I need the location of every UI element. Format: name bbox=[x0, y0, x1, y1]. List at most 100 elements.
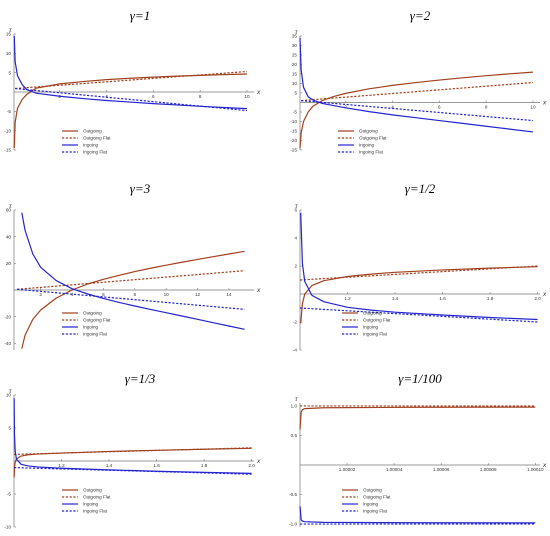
y-tick-label: -5 bbox=[293, 110, 298, 115]
x-tick-label: 12 bbox=[195, 292, 201, 297]
y-tick-label: -1.0 bbox=[289, 522, 297, 527]
legend: Outgoing Outgoing Flat Ingoing Ingoing Flat bbox=[342, 311, 391, 337]
x-tick-label: 4 bbox=[391, 105, 394, 110]
legend-label: Outgoing Flat bbox=[83, 318, 111, 323]
y-axis-label: τ bbox=[295, 203, 298, 210]
chart-panel-4: γ=1/21.2 1.4 1.6 1.8 2.0-4-2246xτOutgoingOut… bbox=[293, 181, 547, 353]
y-axis-label: τ bbox=[9, 388, 12, 395]
y-axis-label: τ bbox=[295, 396, 298, 403]
series-line-ingoing bbox=[299, 37, 534, 133]
x-tick-label: 8 bbox=[134, 292, 137, 297]
legend-label: Outgoing bbox=[359, 129, 378, 134]
series-line-outgoing-flat bbox=[15, 70, 248, 90]
series-line-ingoing bbox=[13, 35, 248, 110]
y-tick-label: -25 bbox=[290, 148, 297, 153]
legend-label: Ingoing bbox=[359, 143, 375, 148]
y-tick-label: -10 bbox=[290, 119, 297, 124]
y-tick-label: 35 bbox=[292, 34, 298, 39]
series-line-outgoing bbox=[21, 250, 245, 349]
y-tick-label: 25 bbox=[292, 53, 298, 58]
chart-panel-3: γ=32 4 6 8 10 12 14-40-20204060xτOutgoingOutgo… bbox=[4, 181, 261, 350]
series-line-ingoing-flat bbox=[299, 307, 538, 323]
x-axis-label: x bbox=[256, 458, 261, 465]
x-tick-label: 6 bbox=[438, 105, 441, 110]
y-tick-label: -10 bbox=[4, 525, 11, 530]
series-line-ingoing bbox=[21, 212, 245, 330]
x-tick-label: 1.4 bbox=[106, 463, 113, 468]
legend-label: Ingoing Flat bbox=[363, 332, 388, 337]
series-line-outgoing-flat bbox=[17, 270, 245, 290]
y-axis-label: τ bbox=[9, 203, 12, 210]
y-axis-label: τ bbox=[9, 27, 12, 34]
x-tick-label: 1.00002 bbox=[339, 467, 356, 472]
chart-panel-2: γ=2 2 4 6 8 10 -25 -20 -15 -10 -5 5 10 15 20 25 30 35 x τ Ou… bbox=[290, 8, 547, 155]
legend-label: Outgoing bbox=[363, 311, 382, 316]
legend-label: Ingoing bbox=[83, 143, 99, 148]
y-tick-label: 4 bbox=[294, 236, 297, 241]
series-line-outgoing-flat bbox=[13, 447, 252, 455]
y-tick-label: 0.5 bbox=[291, 433, 298, 438]
chart-title: γ=2 bbox=[410, 8, 431, 23]
legend: Outgoing Outgoing Flat Ingoing Ingoing Flat bbox=[338, 129, 387, 155]
x-tick-label: 1.00008 bbox=[480, 467, 497, 472]
x-axis-label: x bbox=[542, 100, 547, 107]
series-line-ingoing-flat bbox=[15, 87, 248, 112]
legend-label: Outgoing Flat bbox=[363, 495, 391, 500]
x-axis-label: x bbox=[256, 89, 261, 96]
series-line-outgoing bbox=[299, 406, 536, 430]
y-tick-label: 15 bbox=[6, 32, 12, 37]
legend: Outgoing Outgoing Flat Ingoing Ingoing Flat bbox=[62, 488, 111, 514]
legend: Outgoing Outgoing Flat Ingoing Ingoing Flat bbox=[342, 488, 391, 514]
y-tick-label: -0.5 bbox=[289, 492, 297, 497]
x-tick-label: 1.00006 bbox=[433, 467, 450, 472]
chart-panel-1: γ=12 4 6 8 10-15-10-551015xτOutgoingOutgoing… bbox=[4, 8, 261, 155]
x-tick-label: 2.0 bbox=[534, 296, 541, 301]
y-tick-label: -20 bbox=[4, 314, 11, 319]
series-line-outgoing bbox=[300, 266, 538, 324]
legend-label: Ingoing bbox=[83, 502, 99, 507]
x-tick-label: 8 bbox=[485, 105, 488, 110]
y-tick-label: 40 bbox=[6, 234, 12, 239]
x-tick-label: 6 bbox=[152, 94, 155, 99]
series-line-outgoing-flat bbox=[301, 81, 534, 102]
y-tick-label: 10 bbox=[6, 51, 12, 56]
x-tick-label: 6 bbox=[102, 292, 105, 297]
legend-label: Outgoing bbox=[363, 488, 382, 493]
y-tick-label: -4 bbox=[293, 348, 298, 353]
chart-title: γ=1/3 bbox=[125, 371, 156, 386]
legend-label: Outgoing Flat bbox=[83, 495, 111, 500]
x-tick-label: 2 bbox=[344, 105, 347, 110]
x-tick-label: 1.2 bbox=[344, 296, 351, 301]
y-tick-label: -2 bbox=[293, 320, 298, 325]
chart-title: γ=1/100 bbox=[398, 371, 442, 386]
y-tick-label: 10 bbox=[292, 81, 298, 86]
legend-label: Outgoing Flat bbox=[363, 318, 391, 323]
y-tick-label: 1.0 bbox=[291, 404, 298, 409]
legend-label: Outgoing bbox=[83, 311, 102, 316]
y-tick-label: 15 bbox=[292, 72, 298, 77]
x-axis-label: x bbox=[542, 462, 547, 469]
y-tick-label: 6 bbox=[294, 208, 297, 213]
x-tick-label: 1.8 bbox=[201, 463, 208, 468]
legend-label: Ingoing Flat bbox=[363, 509, 388, 514]
y-axis-label: τ bbox=[295, 29, 298, 36]
y-tick-label: 30 bbox=[292, 43, 298, 48]
x-tick-label: 1.8 bbox=[487, 296, 494, 301]
x-tick-label: 10 bbox=[244, 94, 250, 99]
series-line-outgoing bbox=[299, 71, 534, 149]
y-tick-label: -20 bbox=[290, 138, 297, 143]
y-tick-label: 2 bbox=[294, 264, 297, 269]
chart-panel-6: γ=1/100 1.00002 1.00004 1.00006 1.00008 1.000… bbox=[289, 371, 547, 527]
x-tick-label: 10 bbox=[530, 105, 536, 110]
y-tick-label: 20 bbox=[6, 261, 12, 266]
x-tick-label: 1.4 bbox=[392, 296, 399, 301]
series-line-ingoing-flat bbox=[301, 100, 534, 122]
series-line-ingoing-flat bbox=[17, 288, 245, 310]
legend-label: Outgoing Flat bbox=[83, 136, 111, 141]
x-tick-label: 2.0 bbox=[248, 463, 255, 468]
chart-title: γ=3 bbox=[130, 181, 151, 196]
legend-label: Ingoing Flat bbox=[83, 509, 108, 514]
chart-panel-5: γ=1/31.2 1.4 1.6 1.8 2.0-10-5510xτOutgoingOu… bbox=[4, 371, 261, 530]
series-line-ingoing bbox=[13, 398, 252, 475]
legend-label: Ingoing Flat bbox=[359, 150, 384, 155]
